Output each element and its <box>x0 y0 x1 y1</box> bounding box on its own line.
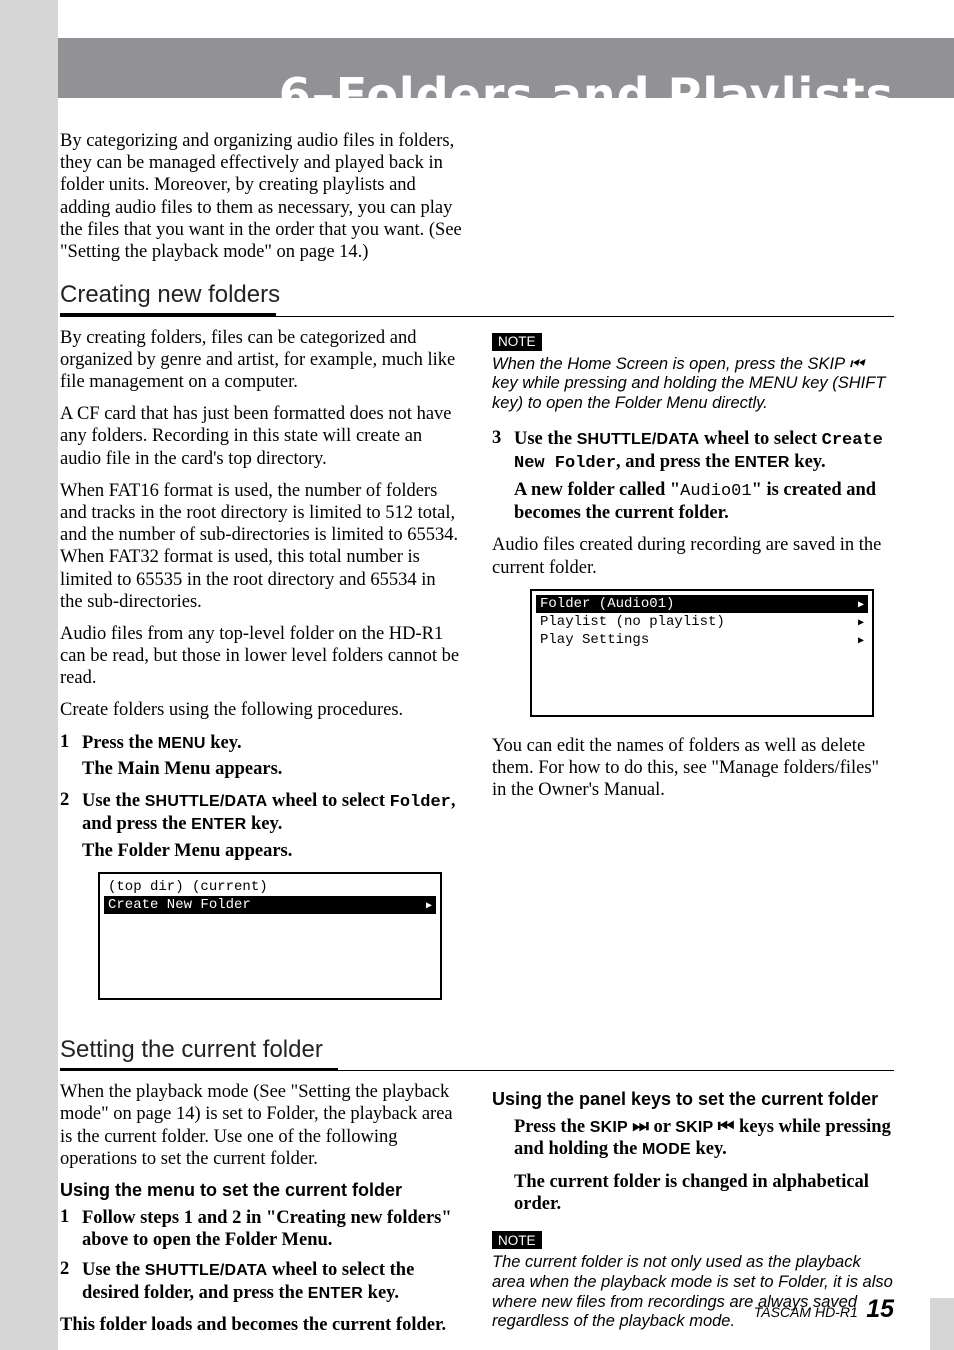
s1-step2-end: key. <box>246 814 282 834</box>
s1-p5: Create folders using the following proce… <box>60 699 462 721</box>
lcd1-row2-text: Create New Folder <box>108 897 251 913</box>
shuttle-key-label-2: SHUTTLE/DATA <box>577 431 700 448</box>
s1-step3-sub-pre: A new folder called " <box>514 480 680 500</box>
s2l-p1: When the playback mode (See "Setting the… <box>60 1081 462 1170</box>
s2-step1: 1 Follow steps 1 and 2 in "Creating new … <box>60 1207 462 1251</box>
triangle-right-icon <box>858 614 864 630</box>
lcd1-wrap: (top dir) (current) Create New Folder <box>98 872 462 1000</box>
s1-step3: 3 Use the SHUTTLE/DATA wheel to select C… <box>492 428 894 475</box>
intro-paragraph: By categorizing and organizing audio fil… <box>60 130 470 263</box>
skip-key-label-2: SKIP <box>675 1119 718 1136</box>
s1-step3-sub: A new folder called "Audio01" is created… <box>514 479 894 525</box>
s1-step1-pre: Press the <box>82 733 158 753</box>
lcd2: Folder (Audio01) Playlist (no playlist) … <box>530 589 874 717</box>
lcd2-row2: Playlist (no playlist) <box>536 613 868 631</box>
enter-key-label-3: ENTER <box>308 1285 363 1302</box>
skip-key-label-1: SKIP <box>590 1119 633 1136</box>
lcd2-wrap: Folder (Audio01) Playlist (no playlist) … <box>530 589 894 717</box>
note-tag-1: NOTE <box>492 333 542 351</box>
footer-page: 15 <box>866 1295 894 1323</box>
content-area: By categorizing and organizing audio fil… <box>60 130 894 1300</box>
note-tag-2: NOTE <box>492 1231 542 1249</box>
enter-key-label-2: ENTER <box>734 454 789 471</box>
lcd1-row2: Create New Folder <box>104 896 436 914</box>
s1-step3-mid: wheel to select <box>699 429 821 449</box>
s2l-p2: This folder loads and becomes the curren… <box>60 1314 462 1336</box>
s2r-step-pre: Press the <box>514 1117 590 1137</box>
s1-step2-pre: Use the <box>82 791 145 811</box>
s1-p1: By creating folders, files can be catego… <box>60 327 462 394</box>
audio01-mono: Audio01 <box>680 482 751 501</box>
s1r-p-close: You can edit the names of folders as wel… <box>492 735 894 802</box>
menu-key-label: MENU <box>158 735 206 752</box>
s1-step3-end: key. <box>790 452 826 472</box>
corner-margin <box>930 1298 954 1350</box>
section1-right-col: NOTE When the Home Screen is open, press… <box>492 327 894 1018</box>
lcd1-row1-text: (top dir) (current) <box>108 879 268 895</box>
s1r-p-after: Audio files created during recording are… <box>492 534 894 578</box>
enter-key-label: ENTER <box>191 816 246 833</box>
lcd1-row1: (top dir) (current) <box>104 878 436 896</box>
s2r-step-mid: or <box>649 1117 675 1137</box>
s2-step1-txt: Follow steps 1 and 2 in "Creating new fo… <box>82 1207 462 1251</box>
note1-pre: When the Home Screen is open, press the … <box>492 355 849 373</box>
shuttle-key-label: SHUTTLE/DATA <box>145 793 268 810</box>
s2r-sub: Using the panel keys to set the current … <box>492 1089 894 1110</box>
lcd1: (top dir) (current) Create New Folder <box>98 872 442 1000</box>
s1-step1-sub: The Main Menu appears. <box>82 758 462 780</box>
s1-step2-sub: The Folder Menu appears. <box>82 840 462 862</box>
s1-step3-pre: Use the <box>514 429 577 449</box>
skip-back-icon-2: ⏮ <box>718 1117 735 1137</box>
s1-p2: A CF card that has just been formatted d… <box>60 403 462 470</box>
note1-post: key while pressing and holding the MENU … <box>492 374 885 412</box>
section1-columns: By creating folders, files can be catego… <box>60 327 894 1018</box>
mode-key-label: MODE <box>642 1141 691 1158</box>
section1-rule <box>60 313 894 317</box>
s1-step2: 2 Use the SHUTTLE/DATA wheel to select F… <box>60 790 462 836</box>
footer-brand: TASCAM HD-R1 <box>754 1304 858 1320</box>
triangle-right-icon <box>858 596 864 612</box>
header-title: 6–Folders and Playlists <box>279 68 894 122</box>
section2-title: Setting the current folder <box>60 1036 894 1064</box>
shuttle-key-label-3: SHUTTLE/DATA <box>145 1262 268 1279</box>
lcd2-row1-text: Folder (Audio01) <box>540 596 674 612</box>
lcd2-row2-text: Playlist (no playlist) <box>540 614 725 630</box>
s2r-step-end: key. <box>691 1139 727 1159</box>
s1-p3: When FAT16 format is used, the number of… <box>60 480 462 613</box>
s1-step1: 1 Press the MENU key. <box>60 732 462 754</box>
section1-title: Creating new folders <box>60 281 894 309</box>
s1-p4: Audio files from any top-level folder on… <box>60 623 462 690</box>
lcd2-row3: Play Settings <box>536 631 868 649</box>
lcd2-row1: Folder (Audio01) <box>536 595 868 613</box>
s1-step2-mid: wheel to select <box>267 791 389 811</box>
folder-mono: Folder <box>390 793 451 812</box>
s2-step2-end: key. <box>363 1283 399 1303</box>
skip-fwd-icon: ⏭ <box>632 1117 649 1137</box>
sidebar-margin <box>0 0 58 1350</box>
section2-left-col: When the playback mode (See "Setting the… <box>60 1081 462 1346</box>
page: 6–Folders and Playlists By categorizing … <box>0 0 954 1350</box>
s2r-step-sub: The current folder is changed in alphabe… <box>514 1171 894 1215</box>
lcd2-row3-text: Play Settings <box>540 632 649 648</box>
footer: TASCAM HD-R1 15 <box>754 1295 894 1324</box>
s2-step2: 2 Use the SHUTTLE/DATA wheel to select t… <box>60 1259 462 1303</box>
s1-step1-post: key. <box>206 733 242 753</box>
header-band: 6–Folders and Playlists <box>58 38 954 98</box>
triangle-right-icon <box>426 897 432 913</box>
triangle-right-icon <box>858 632 864 648</box>
section1-left-col: By creating folders, files can be catego… <box>60 327 462 1018</box>
section2-rule <box>60 1068 894 1072</box>
s2-step2-pre: Use the <box>82 1260 145 1280</box>
note-body-1: When the Home Screen is open, press the … <box>492 355 894 414</box>
s1-step3-post: , and press the <box>616 452 734 472</box>
skip-back-icon: ⏮ <box>849 355 864 373</box>
s2r-step: Press the SKIP ⏭ or SKIP ⏮ keys while pr… <box>514 1116 894 1160</box>
s2l-sub: Using the menu to set the current folder <box>60 1180 462 1201</box>
